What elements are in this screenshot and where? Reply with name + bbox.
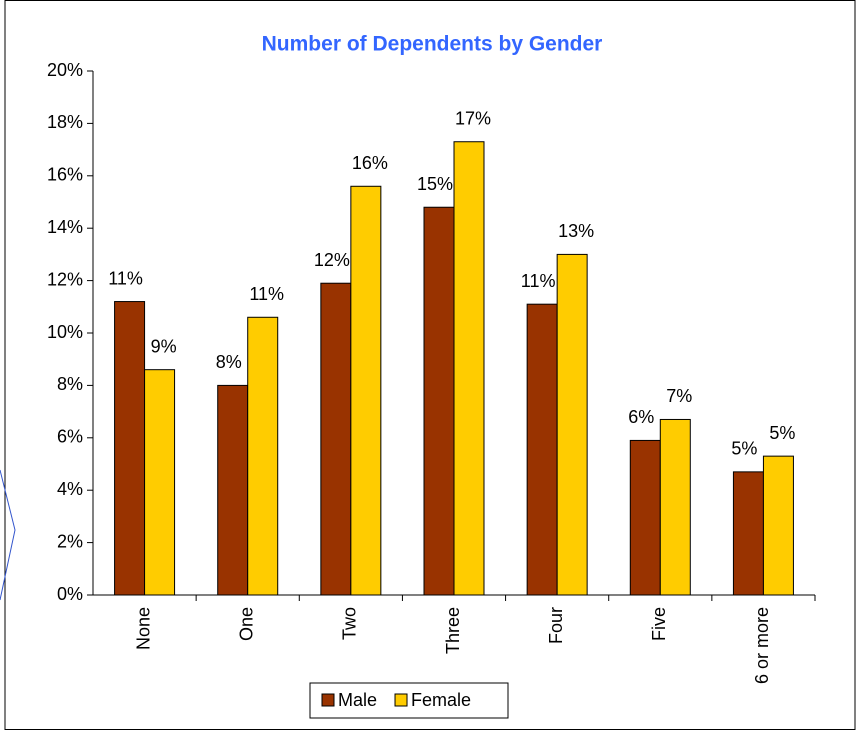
bar [556, 253, 588, 596]
legend-label: Male [338, 690, 377, 710]
x-tick-label: 6 or more [752, 607, 772, 684]
x-tick-label: None [133, 607, 153, 650]
y-tick-label: 2% [57, 531, 83, 551]
legend-swatch [394, 693, 408, 707]
y-tick-label: 12% [47, 269, 83, 289]
y-tick-label: 0% [57, 584, 83, 604]
x-tick-label: Five [649, 607, 669, 641]
y-tick-label: 4% [57, 479, 83, 499]
data-label: 17% [455, 108, 491, 128]
x-tick-label: Two [340, 607, 360, 640]
decoration [0, 469, 16, 601]
y-tick-label: 10% [47, 322, 83, 342]
x-tick-label: Four [546, 607, 566, 644]
x-tick-label: Three [443, 607, 463, 654]
legend-box [309, 682, 509, 719]
bar [350, 185, 382, 596]
y-tick-label: 14% [47, 217, 83, 237]
data-label: 5% [769, 423, 795, 443]
bar [320, 282, 352, 596]
data-label: 11% [249, 284, 284, 304]
data-label: 11% [521, 271, 556, 291]
data-label: 5% [731, 439, 757, 459]
y-tick-label: 16% [47, 165, 83, 185]
legend-swatch [321, 693, 335, 707]
x-tick-label: One [236, 607, 256, 641]
bar [247, 316, 279, 596]
bar [423, 206, 455, 596]
data-label: 15% [417, 174, 453, 194]
data-label: 8% [216, 352, 242, 372]
bar [144, 369, 176, 596]
data-label: 9% [151, 336, 177, 356]
data-label: 12% [314, 250, 350, 270]
chart-title: Number of Dependents by Gender [262, 33, 603, 56]
y-tick-label: 6% [57, 427, 83, 447]
bar [217, 384, 249, 596]
bar [526, 303, 558, 596]
data-label: 6% [628, 407, 654, 427]
bar [659, 418, 691, 596]
bar [762, 455, 794, 596]
bar [114, 301, 146, 596]
bar [453, 141, 485, 596]
y-tick-label: 18% [47, 112, 83, 132]
y-tick-label: 20% [47, 60, 83, 80]
data-label: 16% [352, 153, 388, 173]
data-label: 13% [558, 221, 594, 241]
bar [732, 471, 764, 596]
data-label: 7% [666, 386, 692, 406]
y-tick-label: 8% [57, 374, 83, 394]
bar [629, 439, 661, 596]
legend-label: Female [411, 690, 471, 710]
data-label: 11% [108, 268, 143, 288]
